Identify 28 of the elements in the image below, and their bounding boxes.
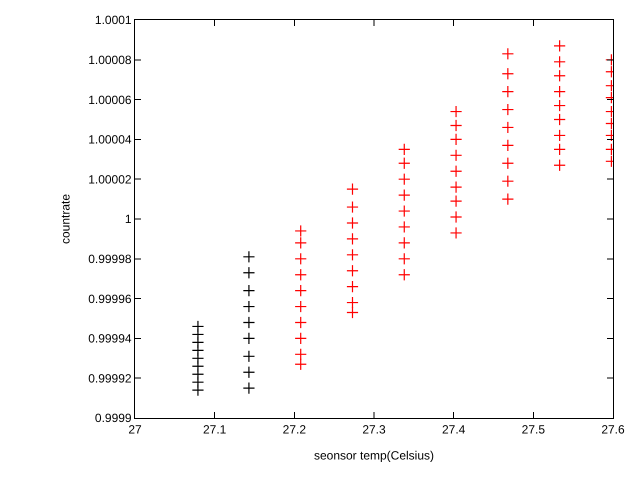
- y-tick-label: 1: [124, 212, 132, 226]
- y-tick-label: 0.99998: [88, 252, 132, 266]
- point: [242, 332, 256, 345]
- y-tick-label: 1.00008: [88, 53, 132, 67]
- x-tick-label: 27.3: [362, 422, 386, 436]
- point: [242, 316, 256, 329]
- x-tick-label: 27.4: [442, 422, 466, 436]
- y-tick-label: 1.00006: [88, 92, 132, 107]
- y-tick-label: 0.99994: [88, 332, 132, 346]
- x-tick-label: 27.6: [601, 422, 625, 436]
- point: [242, 250, 256, 264]
- y-axis-title: countrate: [58, 194, 73, 244]
- point: [242, 366, 256, 378]
- x-tick-label: 27.1: [202, 422, 227, 436]
- point: [192, 320, 204, 333]
- y-tick-label: 0.99992: [88, 371, 132, 386]
- point: [242, 284, 256, 297]
- point: [242, 300, 256, 313]
- y-tick-label: 1.00004: [88, 132, 132, 147]
- y-tick-label: 1.0001: [94, 13, 132, 28]
- x-axis-title: seonsor temp(Celsius): [314, 448, 434, 462]
- y-tick-label: 0.99996: [88, 292, 132, 306]
- point: [242, 382, 256, 394]
- x-tick-label: 27.5: [522, 422, 546, 436]
- x-tick-label: 27.2: [282, 422, 306, 436]
- y-tick-label: 1.00002: [88, 172, 132, 186]
- point: [242, 350, 256, 363]
- point: [242, 266, 256, 279]
